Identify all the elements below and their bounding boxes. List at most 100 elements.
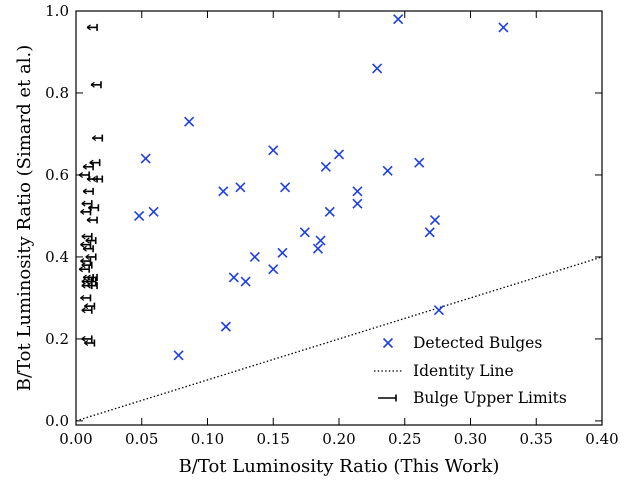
y-tick-label: 0.4 bbox=[45, 248, 69, 266]
marker-stroke bbox=[218, 186, 229, 197]
detected-bulge-point bbox=[173, 350, 184, 361]
marker-stroke bbox=[228, 272, 239, 283]
upper-limit-marker bbox=[81, 335, 93, 343]
upper-limits-layer bbox=[78, 23, 104, 347]
marker-stroke bbox=[240, 276, 251, 287]
y-axis-label: B/Tot Luminosity Ratio (Simard et al.) bbox=[14, 45, 35, 391]
upper-limit-arrow bbox=[80, 294, 85, 299]
y-tick-label: 0.8 bbox=[45, 84, 69, 102]
marker-stroke bbox=[299, 227, 310, 238]
upper-limit-arrow bbox=[82, 188, 87, 192]
legend-label: Identity Line bbox=[413, 362, 514, 380]
upper-limit-arrow bbox=[78, 268, 83, 273]
upper-limit-arrow bbox=[90, 81, 95, 86]
upper-limit-marker bbox=[82, 163, 94, 171]
upper-limit-arrow bbox=[86, 282, 91, 287]
marker-stroke bbox=[414, 157, 425, 168]
x-tick-label: 0.30 bbox=[454, 430, 487, 448]
upper-limit-marker bbox=[80, 294, 92, 302]
detected-bulge-point bbox=[277, 247, 288, 258]
detected-bulge-point bbox=[433, 305, 445, 316]
detected-bulge-point bbox=[414, 157, 425, 168]
x-tick-label: 0.35 bbox=[520, 430, 553, 448]
detected-bulge-point bbox=[249, 251, 260, 263]
marker-stroke bbox=[382, 165, 393, 176]
detected-bulge-point bbox=[429, 214, 441, 226]
marker-stroke bbox=[333, 149, 345, 160]
upper-limit-marker bbox=[78, 265, 90, 273]
upper-limit-arrow bbox=[85, 237, 90, 242]
detected-bulge-point bbox=[352, 198, 363, 209]
x-tick-label: 0.25 bbox=[388, 430, 421, 448]
upper-limit-arrow bbox=[80, 244, 85, 248]
upper-limit-marker bbox=[91, 134, 104, 142]
upper-limit-arrow bbox=[82, 166, 87, 170]
marker-stroke bbox=[184, 116, 195, 127]
detected-bulge-point bbox=[315, 235, 326, 246]
upper-limit-arrow bbox=[82, 274, 87, 278]
upper-limit-marker bbox=[85, 237, 97, 245]
upper-limit-arrow bbox=[82, 245, 87, 250]
upper-limit-arrow bbox=[80, 211, 85, 215]
upper-limit-arrow bbox=[82, 248, 87, 252]
marker-stroke bbox=[249, 251, 260, 263]
upper-limit-marker bbox=[80, 241, 92, 249]
upper-limit-arrow bbox=[86, 26, 91, 31]
upper-limit-arrow bbox=[86, 217, 91, 221]
detected-bulge-point bbox=[268, 145, 279, 156]
upper-limit-arrow bbox=[86, 285, 91, 289]
upper-limit-arrow bbox=[91, 135, 97, 139]
upper-limit-arrow bbox=[81, 338, 86, 342]
upper-limit-arrow bbox=[89, 159, 94, 164]
upper-limit-arrow bbox=[86, 219, 91, 224]
upper-limit-arrow bbox=[81, 282, 86, 287]
identity-line bbox=[75, 256, 603, 422]
detected-bulge-point bbox=[299, 227, 310, 238]
marker-stroke bbox=[429, 214, 441, 226]
upper-limit-marker bbox=[78, 171, 90, 179]
detected-bulge-point bbox=[324, 206, 335, 217]
upper-limit-arrow bbox=[80, 297, 85, 301]
detected-bulge-point bbox=[218, 186, 229, 197]
marker-stroke bbox=[235, 182, 246, 193]
upper-limit-arrow bbox=[84, 303, 89, 307]
detected-bulge-point bbox=[372, 63, 383, 74]
upper-limit-arrow bbox=[81, 200, 86, 205]
marker-stroke bbox=[148, 206, 159, 217]
upper-limit-arrow bbox=[90, 84, 95, 88]
detected-bulge-point bbox=[268, 264, 279, 275]
detected-bulge-point bbox=[148, 206, 159, 217]
marker-stroke bbox=[352, 198, 363, 209]
upper-limit-marker bbox=[89, 159, 101, 167]
detected-bulge-point bbox=[393, 14, 404, 25]
detected-bulge-point bbox=[424, 227, 435, 238]
upper-limit-marker bbox=[82, 245, 94, 253]
x-tick-label: 0.40 bbox=[585, 430, 618, 448]
upper-limit-marker bbox=[81, 261, 93, 269]
upper-limit-arrow bbox=[81, 285, 86, 289]
upper-limit-arrow bbox=[81, 203, 86, 207]
x-tick-label: 0.10 bbox=[191, 430, 224, 448]
upper-limit-arrow bbox=[81, 307, 86, 311]
upper-limit-marker bbox=[80, 257, 92, 265]
marker-stroke bbox=[134, 210, 145, 222]
upper-limit-arrow bbox=[85, 256, 90, 260]
legend-label: Bulge Upper Limits bbox=[413, 389, 567, 407]
legend-label: Detected Bulges bbox=[413, 334, 542, 352]
y-tick-label: 0.6 bbox=[45, 166, 69, 184]
detected-bulge-point bbox=[184, 116, 195, 127]
marker-stroke bbox=[393, 14, 404, 25]
marker-stroke bbox=[352, 186, 363, 197]
marker-stroke bbox=[433, 305, 445, 316]
identity-line-layer bbox=[75, 256, 603, 422]
marker-stroke bbox=[382, 337, 394, 349]
marker-stroke bbox=[324, 206, 335, 217]
upper-limit-arrow bbox=[85, 281, 90, 285]
marker-stroke bbox=[277, 247, 288, 258]
detected-bulge-point bbox=[382, 165, 393, 176]
x-tick-label: 0.15 bbox=[257, 430, 290, 448]
detected-bulge-point bbox=[140, 153, 151, 164]
detected-bulge-point bbox=[220, 321, 231, 332]
